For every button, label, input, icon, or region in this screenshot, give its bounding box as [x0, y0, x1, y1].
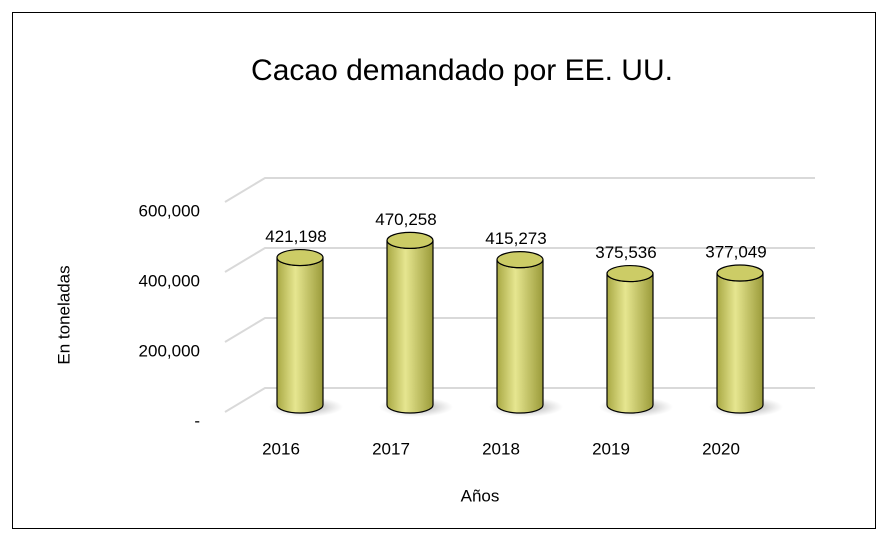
bar-top [496, 251, 544, 269]
data-label: 377,049 [705, 243, 766, 262]
data-label: 375,536 [595, 243, 656, 262]
bar [716, 272, 764, 414]
grid-line [224, 177, 815, 203]
bar-top [716, 264, 764, 282]
chart-title: Cacao demandado por EE. UU. [251, 54, 673, 87]
data-label: 421,198 [265, 227, 326, 246]
bar [386, 240, 434, 414]
data-label: 415,273 [485, 229, 546, 248]
x-tick-label: 2017 [372, 439, 410, 458]
bar [496, 259, 544, 414]
grid-line [224, 247, 815, 273]
bar [276, 257, 324, 414]
y-tick-label: 600,000 [139, 201, 200, 220]
data-label: 470,258 [375, 210, 436, 229]
y-axis-label: En toneladas [54, 265, 73, 364]
x-tick-label: 2018 [482, 439, 520, 458]
y-tick-label: 200,000 [139, 341, 200, 360]
y-tick-label: - [194, 411, 200, 430]
bar-top [606, 264, 654, 283]
y-tick-label: 400,000 [139, 271, 200, 290]
x-tick-label: 2016 [262, 439, 300, 458]
bar [606, 273, 654, 414]
bar-top [276, 248, 324, 267]
x-tick-label: 2020 [702, 439, 740, 458]
x-axis-label: Años [461, 486, 500, 505]
x-tick-label: 2019 [592, 439, 630, 458]
bar-top [386, 231, 434, 250]
